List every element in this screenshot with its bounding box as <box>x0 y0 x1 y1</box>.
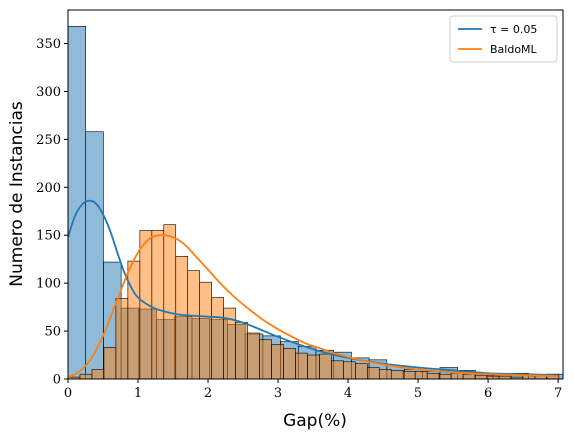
y-tick-label: 200 <box>36 181 61 196</box>
x-tick-label: 3 <box>274 386 282 401</box>
series-2-bar <box>79 373 93 380</box>
series-2-bar <box>127 260 141 380</box>
y-tick-label: 300 <box>36 85 61 100</box>
series-2-bar <box>139 230 153 380</box>
series-2-bar <box>175 256 189 380</box>
series-2-bar <box>438 373 452 380</box>
series-2-bar <box>295 352 308 380</box>
series-2-bar <box>187 270 200 380</box>
x-axis-label: Gap(%) <box>283 411 347 431</box>
series-2-bar <box>319 353 332 380</box>
y-tick-label: 0 <box>53 373 61 388</box>
x-tick-label: 0 <box>64 386 72 401</box>
series-2-bar <box>414 371 428 380</box>
legend: τ = 0.05 BaldoML <box>449 15 558 63</box>
series-2-bar <box>211 297 224 380</box>
series-2-bar <box>199 281 212 380</box>
series-2-bar <box>283 348 296 380</box>
series-2-bar <box>355 363 368 380</box>
y-tick-label: 350 <box>36 37 61 52</box>
series-2-bar <box>151 230 165 380</box>
x-axis-ticks: 0 1 2 3 4 5 6 7 <box>64 379 562 401</box>
series-2-bars <box>67 224 560 380</box>
series-2-bar <box>474 374 488 380</box>
series-2-bar <box>390 370 404 380</box>
series-2-bar <box>247 332 260 380</box>
series-2-bar <box>271 344 284 380</box>
legend-box <box>449 15 558 63</box>
series-2-bar <box>378 369 392 380</box>
series-2-bar <box>367 367 380 380</box>
legend-label-series-2: BaldoML <box>490 43 538 56</box>
series-2-bar <box>462 373 476 380</box>
series-2-bar <box>307 354 320 380</box>
x-tick-label: 6 <box>484 386 492 401</box>
series-2-bar <box>103 347 117 380</box>
series-2-bar <box>450 372 464 380</box>
series-2-bar <box>402 371 416 380</box>
x-tick-label: 5 <box>414 386 422 401</box>
x-tick-label: 7 <box>554 386 562 401</box>
series-2-bar <box>426 372 440 380</box>
series-2-bar <box>331 360 344 380</box>
legend-label-series-1: τ = 0.05 <box>490 23 537 36</box>
series-2-bar <box>115 298 129 380</box>
series-2-bar <box>91 369 105 380</box>
y-axis-ticks: 0 50 100 150 200 250 300 350 <box>36 37 68 388</box>
series-2-bar <box>343 361 356 380</box>
x-tick-label: 4 <box>344 386 352 401</box>
y-tick-label: 100 <box>36 277 61 292</box>
y-tick-label: 150 <box>36 229 61 244</box>
series-2-kde-line <box>67 234 559 378</box>
y-axis-label: Numero de Instancias <box>7 101 27 287</box>
series-2-bar <box>259 339 272 380</box>
y-tick-label: 250 <box>36 133 61 148</box>
series-2-bar <box>235 322 248 380</box>
plot-frame <box>67 9 564 380</box>
x-tick-label: 1 <box>134 386 142 401</box>
y-tick-label: 50 <box>44 325 61 340</box>
series-2-bar <box>163 224 177 380</box>
x-tick-label: 2 <box>204 386 212 401</box>
